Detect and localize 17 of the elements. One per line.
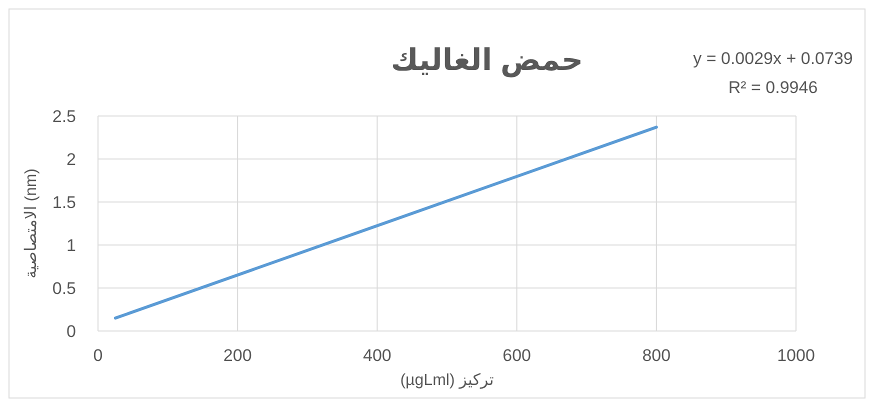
y-axis-title: الامتصاصية (nm): [23, 168, 40, 279]
y-tick-label: 2.5: [52, 107, 76, 126]
y-tick-label: 1: [66, 236, 76, 255]
y-tick-label: 0: [66, 322, 76, 341]
y-tick-label: 2: [66, 150, 76, 169]
x-axis-title: تركيز (µgLml): [400, 372, 494, 389]
chart-title: حمض الغاليك: [390, 44, 584, 78]
x-tick-label: 0: [93, 346, 103, 365]
x-tick-label: 1000: [777, 346, 815, 365]
y-tick-label: 0.5: [52, 279, 76, 298]
x-tick-label: 800: [642, 346, 671, 365]
x-tick-label: 600: [502, 346, 531, 365]
y-tick-label: 1.5: [52, 193, 76, 212]
text: y = 0.0029x + 0.0739: [693, 49, 853, 68]
x-tick-label: 200: [223, 346, 252, 365]
x-tick-label: 400: [363, 346, 392, 365]
text: R² = 0.9946: [728, 78, 818, 97]
